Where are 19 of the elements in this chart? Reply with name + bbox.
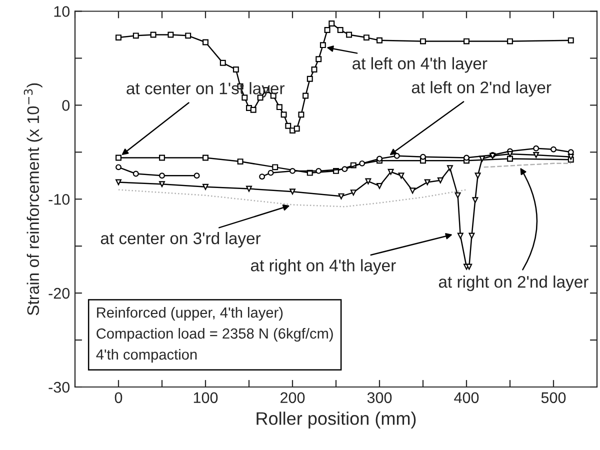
annotation: at left on 4'th layer xyxy=(352,57,488,73)
annotation: Reinforced (upper, 4'th layer) Compaction load = 2358 N (6kgf/cm) 4'th compaction xyxy=(96,306,333,363)
annotation: at right on 4'th layer xyxy=(250,259,396,275)
y-tick-label: -30 xyxy=(48,382,70,393)
x-axis-title: Roller position (mm) xyxy=(256,412,416,428)
annotation: at right on 2'nd layer xyxy=(438,276,588,292)
annotation: at center on 3'rd layer xyxy=(100,232,261,248)
x-tick-label: 500 xyxy=(541,392,566,404)
x-tick-label: 200 xyxy=(280,392,305,404)
x-tick-label: 300 xyxy=(367,392,392,404)
y-tick-label: -20 xyxy=(48,288,70,299)
y-axis-title: Strain of reinforcement (x 10$^{−3}$) xyxy=(24,83,42,316)
x-tick-label: 0 xyxy=(114,392,122,404)
x-tick-label: 400 xyxy=(454,392,479,404)
annotation: at left on 2'nd layer xyxy=(412,81,552,97)
y-tick-label: 10 xyxy=(54,6,70,17)
x-tick-label: 100 xyxy=(194,392,218,404)
y-tick-label: 0 xyxy=(62,100,70,111)
y-tick-label: -10 xyxy=(48,194,70,205)
